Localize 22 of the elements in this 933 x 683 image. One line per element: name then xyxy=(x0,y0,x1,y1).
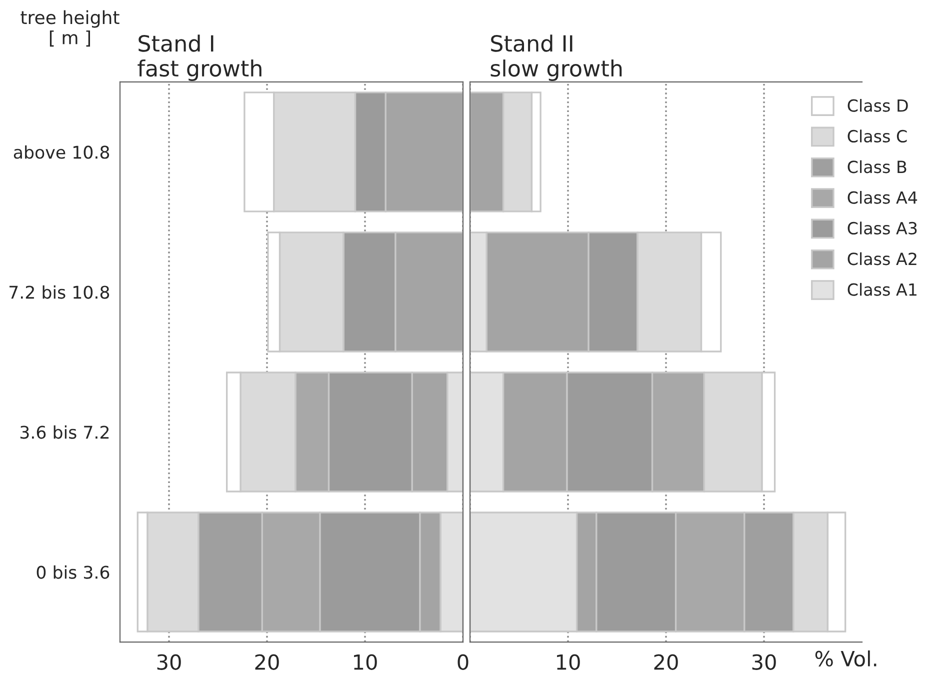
x-axis-title: % Vol. xyxy=(815,650,876,667)
x-tick-label: 30 xyxy=(752,654,776,670)
y-tick-label: 3.6 bis 7.2 xyxy=(20,425,109,439)
x-tick-label: 20 xyxy=(654,654,678,670)
chart-title: Stand II slow growth xyxy=(490,34,622,82)
y-tick-label: above 10.8 xyxy=(14,145,110,159)
y-tick-label: 7.2 bis 10.8 xyxy=(10,285,110,299)
legend-label: Class D xyxy=(848,98,908,112)
legend-label: Class A4 xyxy=(848,190,918,204)
y-axis-title: tree height [ m ] xyxy=(20,10,120,47)
x-tick-label: 10 xyxy=(354,654,377,670)
legend-label: Class A1 xyxy=(848,282,916,296)
y-tick-label: 0 bis 3.6 xyxy=(36,565,110,579)
legend-label: Class A2 xyxy=(848,252,916,266)
chart-title: Stand I fast growth xyxy=(138,34,262,82)
x-tick-label: 30 xyxy=(157,654,181,670)
x-tick-label: 0 xyxy=(458,654,468,670)
legend-label: Class C xyxy=(848,130,907,143)
x-tick-label: 10 xyxy=(557,654,580,670)
legend-label: Class A3 xyxy=(848,222,917,235)
x-tick-label: 20 xyxy=(255,654,279,670)
legend-label: Class B xyxy=(848,160,906,174)
